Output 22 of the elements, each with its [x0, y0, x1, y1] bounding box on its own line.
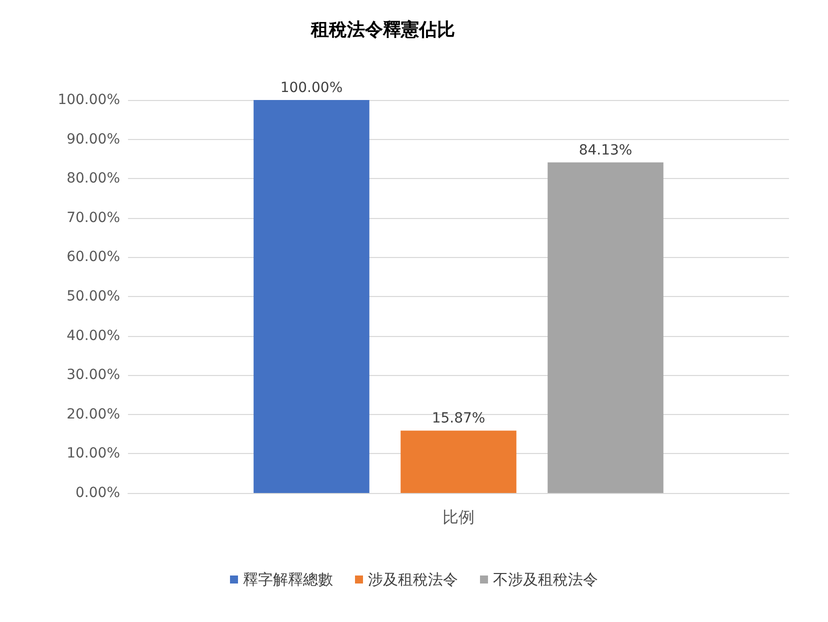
- bar: [400, 430, 516, 493]
- y-tick-label: 50.00%: [66, 288, 120, 304]
- data-label: 15.87%: [432, 410, 486, 427]
- y-tick-label: 10.00%: [66, 446, 120, 462]
- y-tick-label: 90.00%: [66, 131, 120, 148]
- legend-label: 釋字解釋總數: [243, 570, 333, 588]
- data-label: 84.13%: [578, 142, 632, 158]
- bar: [254, 100, 370, 493]
- bar: [548, 162, 664, 493]
- y-tick-label: 80.00%: [66, 170, 120, 187]
- legend-label: 不涉及租稅法令: [493, 570, 598, 588]
- y-tick-label: 60.00%: [66, 249, 120, 266]
- chart-title: 租稅法令釋憲佔比: [310, 20, 455, 40]
- y-tick-label: 0.00%: [76, 485, 120, 501]
- y-tick-label: 40.00%: [66, 328, 120, 344]
- y-tick-label: 30.00%: [66, 367, 120, 384]
- legend-label: 涉及租稅法令: [368, 570, 458, 588]
- y-tick-label: 20.00%: [66, 406, 120, 422]
- y-tick-label: 70.00%: [66, 210, 120, 226]
- y-tick-label: 100.00%: [58, 92, 120, 108]
- x-tick-label: 比例: [442, 508, 474, 526]
- data-label: 100.00%: [280, 80, 343, 96]
